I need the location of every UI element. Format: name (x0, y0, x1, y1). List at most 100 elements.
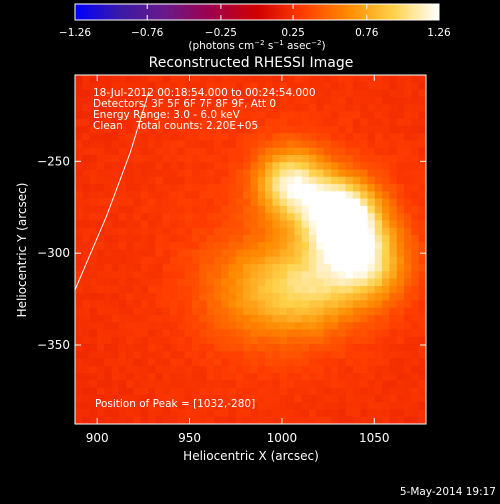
heatmap-cell (338, 300, 346, 308)
heatmap-cell (82, 126, 90, 134)
heatmap-cell (419, 402, 427, 410)
heatmap-cell (397, 75, 405, 83)
heatmap-cell (302, 162, 310, 170)
heatmap-cell (389, 373, 397, 381)
heatmap-cell (170, 242, 178, 250)
heatmap-cell (382, 322, 390, 330)
heatmap-cell (302, 293, 310, 301)
heatmap-cell (163, 315, 171, 323)
heatmap-cell (360, 97, 368, 105)
heatmap-cell (389, 133, 397, 141)
heatmap-cell (353, 104, 361, 112)
heatmap-cell (75, 75, 83, 83)
heatmap-cell (236, 409, 244, 417)
heatmap-cell (214, 264, 222, 272)
heatmap-cell (258, 337, 266, 345)
heatmap-cell (192, 206, 200, 214)
heatmap-cell (199, 133, 207, 141)
heatmap-cell (199, 271, 207, 279)
heatmap-cell (163, 162, 171, 170)
heatmap-cell (375, 75, 383, 83)
heatmap-cell (243, 148, 251, 156)
heatmap-cell (294, 300, 302, 308)
heatmap-cell (382, 162, 390, 170)
heatmap-cell (382, 359, 390, 367)
heatmap-cell (265, 133, 273, 141)
heatmap-cell (375, 264, 383, 272)
heatmap-cell (82, 388, 90, 396)
heatmap-cell (163, 351, 171, 359)
heatmap-cell (280, 242, 288, 250)
heatmap-cell (338, 388, 346, 396)
heatmap-cell (155, 380, 163, 388)
heatmap-cell (82, 162, 90, 170)
heatmap-cell (97, 184, 105, 192)
heatmap-cell (97, 206, 105, 214)
heatmap-cell (119, 228, 127, 236)
heatmap-cell (294, 184, 302, 192)
heatmap-cell (353, 250, 361, 258)
heatmap-cell (119, 148, 127, 156)
heatmap-cell (185, 242, 193, 250)
heatmap-cell (221, 170, 229, 178)
heatmap-cell (258, 126, 266, 134)
heatmap-cell (119, 359, 127, 367)
heatmap-cell (199, 206, 207, 214)
heatmap-cell (185, 264, 193, 272)
heatmap-cell (170, 366, 178, 374)
heatmap-cell (419, 417, 427, 425)
heatmap-cell (316, 257, 324, 265)
heatmap-cell (177, 242, 185, 250)
heatmap-cell (155, 75, 163, 83)
heatmap-cell (389, 286, 397, 294)
heatmap-cell (229, 170, 237, 178)
heatmap-cell (353, 402, 361, 410)
heatmap-cell (185, 388, 193, 396)
heatmap-cell (236, 133, 244, 141)
heatmap-cell (75, 82, 83, 90)
heatmap-cell (134, 344, 142, 352)
heatmap-cell (331, 359, 339, 367)
heatmap-cell (148, 359, 156, 367)
heatmap-cell (199, 380, 207, 388)
heatmap-cell (397, 286, 405, 294)
heatmap-cell (97, 409, 105, 417)
heatmap-cell (346, 97, 354, 105)
colorbar-tick-label: 0.76 (355, 27, 379, 39)
heatmap-cell (185, 351, 193, 359)
heatmap-cell (411, 119, 419, 127)
heatmap-cell (236, 199, 244, 207)
heatmap-cell (148, 191, 156, 199)
heatmap-cell (280, 191, 288, 199)
heatmap-cell (338, 90, 346, 98)
heatmap-cell (134, 148, 142, 156)
heatmap-cell (382, 90, 390, 98)
heatmap-cell (272, 199, 280, 207)
heatmap-cell (75, 322, 83, 330)
heatmap-cell (338, 133, 346, 141)
heatmap-cell (382, 337, 390, 345)
heatmap-cell (185, 235, 193, 243)
heatmap-cell (192, 133, 200, 141)
heatmap-cell (148, 206, 156, 214)
heatmap-cell (309, 264, 317, 272)
heatmap-cell (258, 271, 266, 279)
heatmap-cell (170, 322, 178, 330)
heatmap-cell (185, 271, 193, 279)
heatmap-cell (287, 133, 295, 141)
heatmap-cell (148, 344, 156, 352)
heatmap-cell (382, 191, 390, 199)
heatmap-cell (251, 250, 259, 258)
heatmap-cell (404, 264, 412, 272)
heatmap-cell (411, 126, 419, 134)
heatmap-cell (126, 308, 134, 316)
heatmap-cell (134, 235, 142, 243)
heatmap-cell (324, 409, 332, 417)
heatmap-cell (272, 133, 280, 141)
heatmap-cell (419, 264, 427, 272)
heatmap-cell (258, 235, 266, 243)
heatmap-cell (251, 279, 259, 287)
heatmap-cell (229, 199, 237, 207)
heatmap-cell (294, 395, 302, 403)
heatmap-cell (236, 257, 244, 265)
